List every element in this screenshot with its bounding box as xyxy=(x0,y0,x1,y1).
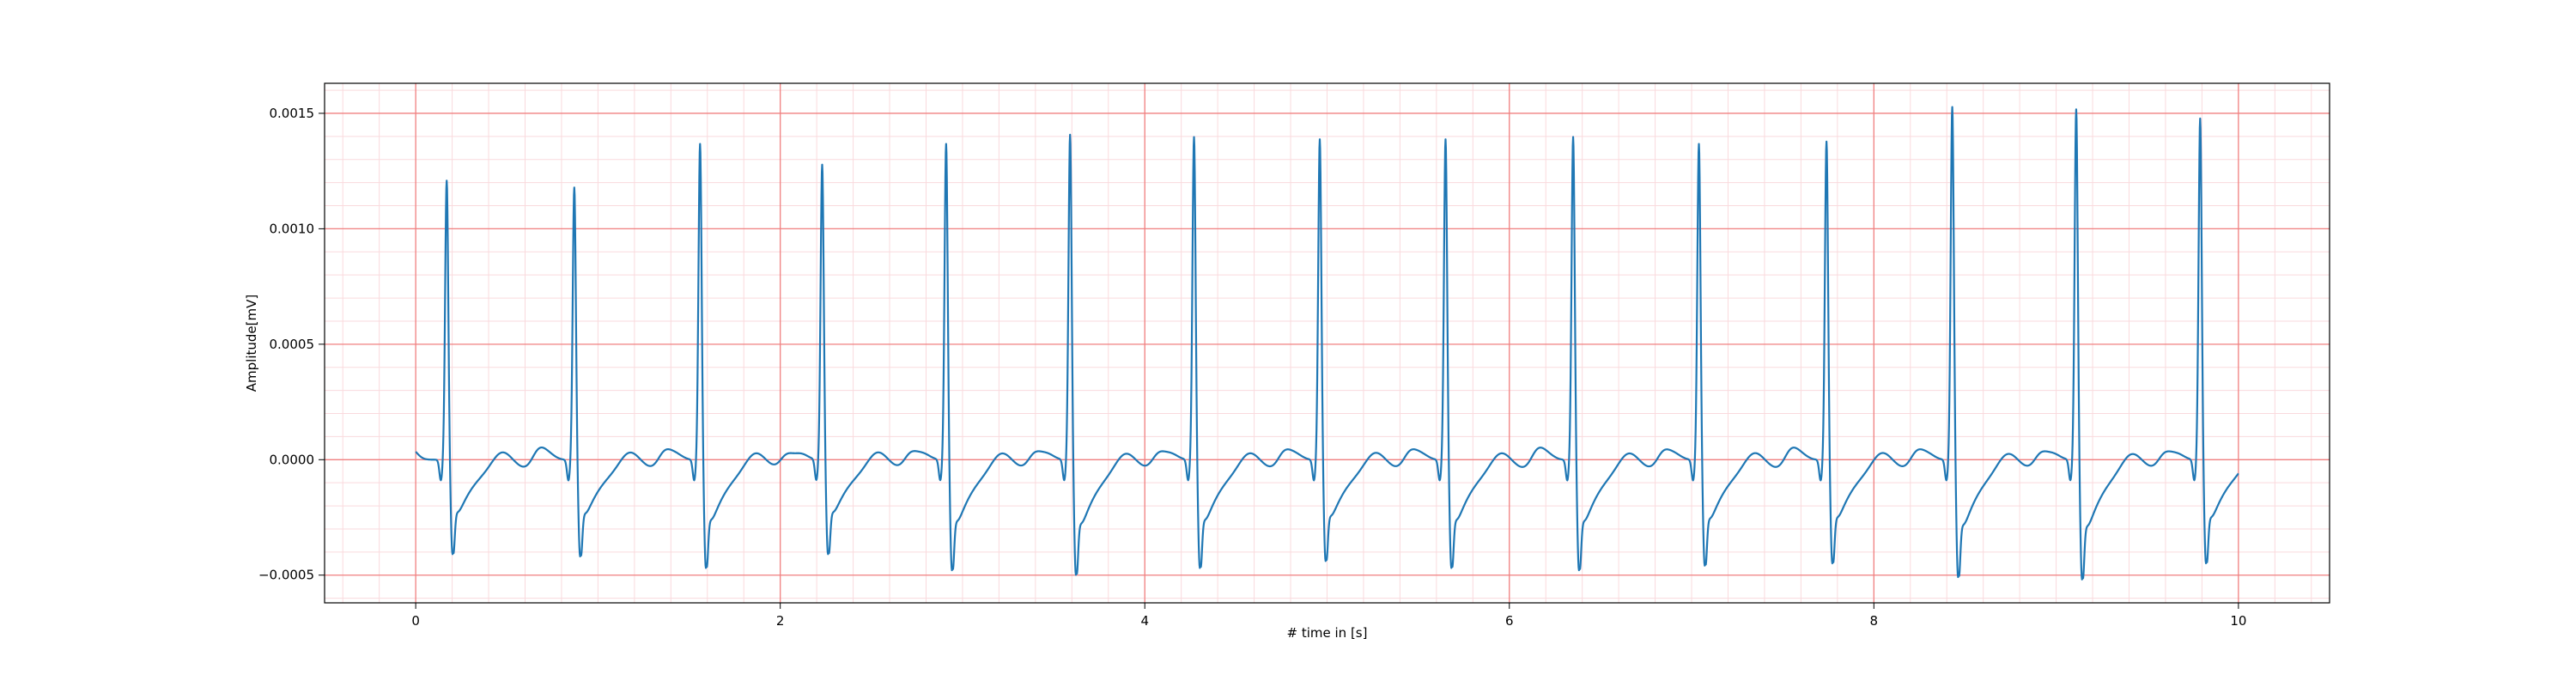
y-axis: −0.0005 0.0000 0.0005 0.0010 0.0015 xyxy=(258,106,325,583)
x-axis-title: # time in [s] xyxy=(1287,625,1368,641)
x-tick-label: 4 xyxy=(1140,613,1149,629)
y-tick-label: 0.0010 xyxy=(270,221,315,236)
series-layer xyxy=(415,106,2239,581)
x-axis: 0 2 4 6 8 10 xyxy=(411,603,2246,629)
y-tick-label: 0.0000 xyxy=(270,452,315,467)
plot-frame xyxy=(324,82,2330,604)
x-tick-label: 0 xyxy=(411,613,420,629)
x-tick-label: 6 xyxy=(1505,613,1514,629)
y-tick-label: 0.0005 xyxy=(270,337,315,352)
y-tick-label: 0.0015 xyxy=(270,106,315,121)
x-tick-label: 2 xyxy=(776,613,785,629)
x-tick-label: 8 xyxy=(1870,613,1879,629)
y-tick-label: −0.0005 xyxy=(258,568,314,583)
ecg-series-line xyxy=(415,106,2239,581)
x-tick-label: 10 xyxy=(2230,613,2246,629)
major-grid xyxy=(325,83,2330,603)
y-axis-title: Amplitude[mV] xyxy=(244,295,259,392)
